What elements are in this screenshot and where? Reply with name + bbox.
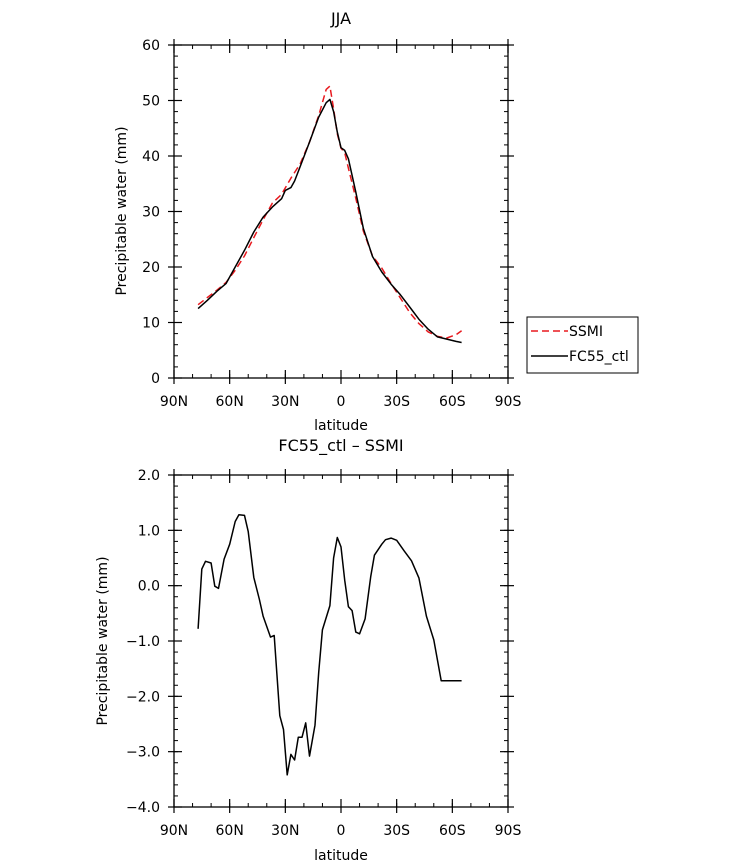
bottom-x-ticks: 90N 60N 30N 0 30S 60S 90S: [160, 469, 522, 839]
bottom-y-tick-label: 2.0: [138, 468, 160, 484]
bottom-y-tick-label: 1.0: [138, 523, 160, 539]
top-x-tick-label: 90S: [495, 394, 522, 410]
top-x-axis-label: latitude: [314, 418, 368, 434]
top-y-tick-label: 20: [142, 260, 160, 276]
bottom-y-tick-label: −1.0: [126, 634, 160, 650]
bottom-series-group: [197, 514, 462, 776]
top-y-axis-label: Precipitable water (mm): [114, 126, 130, 295]
bottom-panel: FC55_ctl – SSMI −4.0 −3.0 −2.0 −1.0 0.0 1.0 2.…: [95, 436, 521, 864]
bottom-y-ticks: −4.0 −3.0 −2.0 −1.0 0.0 1.0 2.0: [126, 468, 514, 816]
bottom-x-tick-label: 90S: [495, 823, 522, 839]
top-plot-frame: [173, 44, 509, 379]
legend-label-ssmi: SSMI: [569, 324, 603, 340]
bottom-x-axis-label: latitude: [314, 848, 368, 864]
legend-box: [526, 316, 639, 374]
top-y-tick-label: 30: [142, 205, 160, 221]
bottom-x-tick-label: 90N: [160, 823, 188, 839]
bottom-x-tick-label: 60S: [439, 823, 466, 839]
top-y-tick-label: 0: [151, 371, 160, 387]
bottom-x-tick-label: 30S: [383, 823, 410, 839]
top-x-tick-label: 30N: [271, 394, 299, 410]
top-series-line-fc55-ctl: [197, 98, 462, 344]
bottom-y-tick-label: −2.0: [126, 689, 160, 705]
bottom-plot-frame: [173, 474, 509, 808]
top-x-tick-label: 60S: [439, 394, 466, 410]
top-x-tick-label: 30S: [383, 394, 410, 410]
bottom-x-tick-label: 0: [337, 823, 346, 839]
top-x-tick-label: 0: [337, 394, 346, 410]
bottom-y-tick-label: −3.0: [126, 745, 160, 761]
bottom-x-tick-label: 60N: [216, 823, 244, 839]
top-panel: JJA 0 10 20 30 40 50 60 90N 60N 30N 0 30S 60S 90S Pr…: [114, 9, 521, 434]
bottom-y-tick-label: 0.0: [138, 579, 160, 595]
top-chart-title: JJA: [330, 9, 351, 28]
top-x-tick-label: 60N: [216, 394, 244, 410]
top-series-line-ssmi: [197, 85, 463, 339]
bottom-y-tick-label: −4.0: [126, 800, 160, 816]
top-x-ticks: 90N 60N 30N 0 30S 60S 90S: [160, 39, 522, 410]
top-series-group: [197, 85, 463, 344]
top-y-tick-label: 60: [142, 38, 160, 54]
top-y-tick-label: 50: [142, 94, 160, 110]
legend: SSMI FC55_ctl: [526, 316, 639, 374]
bottom-series-line-0: [197, 514, 462, 776]
legend-label-fc55-ctl: FC55_ctl: [569, 349, 629, 365]
bottom-x-tick-label: 30N: [271, 823, 299, 839]
top-x-tick-label: 90N: [160, 394, 188, 410]
top-y-tick-label: 40: [142, 149, 160, 165]
bottom-y-axis-label: Precipitable water (mm): [95, 556, 111, 725]
bottom-chart-title: FC55_ctl – SSMI: [278, 436, 403, 456]
top-y-ticks: 0 10 20 30 40 50 60: [142, 38, 514, 387]
top-y-tick-label: 10: [142, 316, 160, 332]
